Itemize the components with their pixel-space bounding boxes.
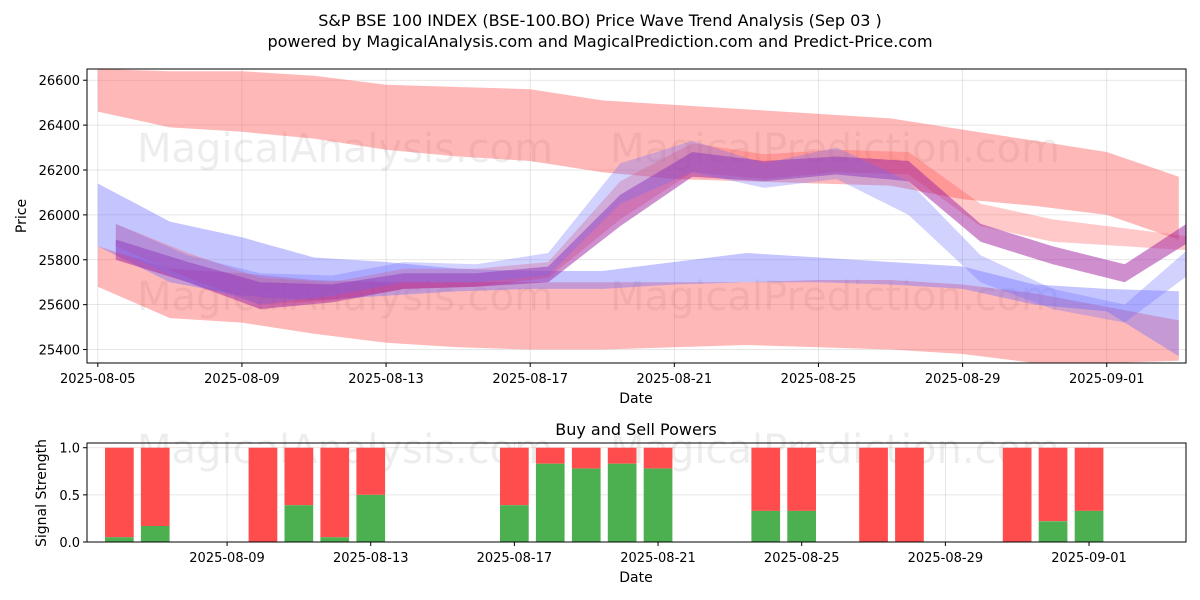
chart-subtitle: powered by MagicalAnalysis.com and Magic… xyxy=(267,32,932,51)
buy-power-bar xyxy=(320,537,350,542)
signal-plot-title: Buy and Sell Powers xyxy=(555,420,717,439)
price-x-ticks: 2025-08-05 2025-08-09 2025-08-13 2025-08-17… xyxy=(60,363,1145,387)
price-y-tick-label: 25800 xyxy=(39,254,80,269)
signal-y-tick-label: 0.0 xyxy=(59,536,80,551)
buy-power-bar xyxy=(751,510,781,542)
sell-power-bar xyxy=(571,447,601,469)
price-grid xyxy=(87,69,1186,363)
chart-title: S&P BSE 100 INDEX (BSE-100.BO) Price Wav… xyxy=(318,11,882,30)
sell-power-bar xyxy=(751,447,781,511)
signal-x-tick-label: 2025-08-29 xyxy=(908,551,984,566)
price-bands xyxy=(97,69,1186,363)
sell-power-bar xyxy=(284,447,314,506)
price-y-tick-label: 26600 xyxy=(39,74,80,89)
buy-power-bar xyxy=(284,505,314,542)
sell-power-bar xyxy=(320,447,350,538)
price-x-tick-label: 2025-08-05 xyxy=(60,372,136,387)
sell-power-bar xyxy=(105,447,134,538)
sell-power-bar xyxy=(643,447,673,469)
signal-x-tick-label: 2025-08-21 xyxy=(620,551,696,566)
buy-power-bar xyxy=(500,505,529,542)
sell-power-bar xyxy=(356,447,386,495)
buy-power-bar xyxy=(1074,510,1104,542)
signal-x-tick-label: 2025-09-01 xyxy=(1051,551,1127,566)
signal-y-label: Signal Strength xyxy=(34,439,50,547)
price-x-tick-label: 2025-08-21 xyxy=(637,372,713,387)
signal-y-tick-label: 0.5 xyxy=(59,489,80,504)
buy-power-bar xyxy=(356,494,386,542)
price-x-tick-label: 2025-08-13 xyxy=(348,372,424,387)
price-x-tick-label: 2025-08-29 xyxy=(925,372,1001,387)
buy-power-bar xyxy=(535,463,565,542)
signal-x-tick-label: 2025-08-13 xyxy=(333,551,409,566)
sell-power-bar xyxy=(895,447,924,542)
signal-y-ticks: 0.0 0.5 1.0 xyxy=(59,442,87,551)
signal-plot-frame xyxy=(86,442,1187,543)
signal-x-tick-label: 2025-08-09 xyxy=(189,551,265,566)
sell-power-bar xyxy=(1002,447,1032,542)
price-band-wave-purple xyxy=(115,152,1186,310)
buy-power-bar xyxy=(140,526,170,542)
price-band-layer xyxy=(97,69,1186,363)
watermark-top-1: MagicalAnalysis.com xyxy=(137,126,553,172)
watermark-mid-2: MagicalPrediction.com xyxy=(610,274,1060,320)
sell-power-bar xyxy=(535,447,565,464)
signal-y-tick-label: 1.0 xyxy=(59,442,80,457)
price-x-tick-label: 2025-08-25 xyxy=(781,372,857,387)
sell-power-bar xyxy=(787,447,816,511)
buy-power-bar xyxy=(607,463,637,542)
sell-power-bar xyxy=(607,447,637,464)
price-band-lower-red-band xyxy=(97,246,1179,363)
buy-power-bar xyxy=(571,468,601,542)
signal-x-label: Date xyxy=(619,570,652,586)
sell-power-bar xyxy=(1074,447,1104,511)
price-x-tick-label: 2025-08-09 xyxy=(204,372,280,387)
price-x-tick-label: 2025-09-01 xyxy=(1069,372,1145,387)
price-x-label: Date xyxy=(619,391,652,407)
sell-power-bar xyxy=(1038,447,1068,522)
buy-power-bar xyxy=(105,537,134,542)
sell-power-bar xyxy=(140,447,170,526)
price-plot-frame xyxy=(86,68,1187,364)
price-y-tick-label: 26200 xyxy=(39,164,80,179)
sell-power-bar xyxy=(859,447,888,542)
signal-x-tick-label: 2025-08-25 xyxy=(764,551,840,566)
buy-power-bar xyxy=(787,510,816,542)
signal-bars xyxy=(105,447,1104,542)
buy-power-bar xyxy=(1038,521,1068,542)
price-y-tick-label: 25400 xyxy=(39,344,80,359)
price-y-ticks: 25400 25600 25800 26000 26200 26400 26600 xyxy=(39,74,87,359)
price-y-tick-label: 26400 xyxy=(39,119,80,134)
sell-power-bar xyxy=(500,447,529,506)
price-y-label: Price xyxy=(14,199,30,233)
signal-x-tick-label: 2025-08-17 xyxy=(477,551,553,566)
price-y-tick-label: 25600 xyxy=(39,299,80,314)
price-plot: MagicalAnalysis.com MagicalPrediction.co… xyxy=(14,68,1187,407)
price-band-upper-red-band xyxy=(97,69,1179,240)
signal-plot: Buy and Sell Powers MagicalAnalysis.com … xyxy=(34,420,1187,586)
watermark-bottom-2: MagicalPrediction.com xyxy=(610,427,1060,473)
signal-x-ticks: 2025-08-09 2025-08-13 2025-08-17 2025-08-21… xyxy=(189,542,1127,566)
price-y-tick-label: 26000 xyxy=(39,209,80,224)
sell-power-bar xyxy=(248,447,278,542)
price-band-wave-blue xyxy=(115,140,1186,323)
price-band-lower-blue-band xyxy=(97,183,1179,357)
price-x-tick-label: 2025-08-17 xyxy=(492,372,568,387)
buy-power-bar xyxy=(643,468,673,542)
